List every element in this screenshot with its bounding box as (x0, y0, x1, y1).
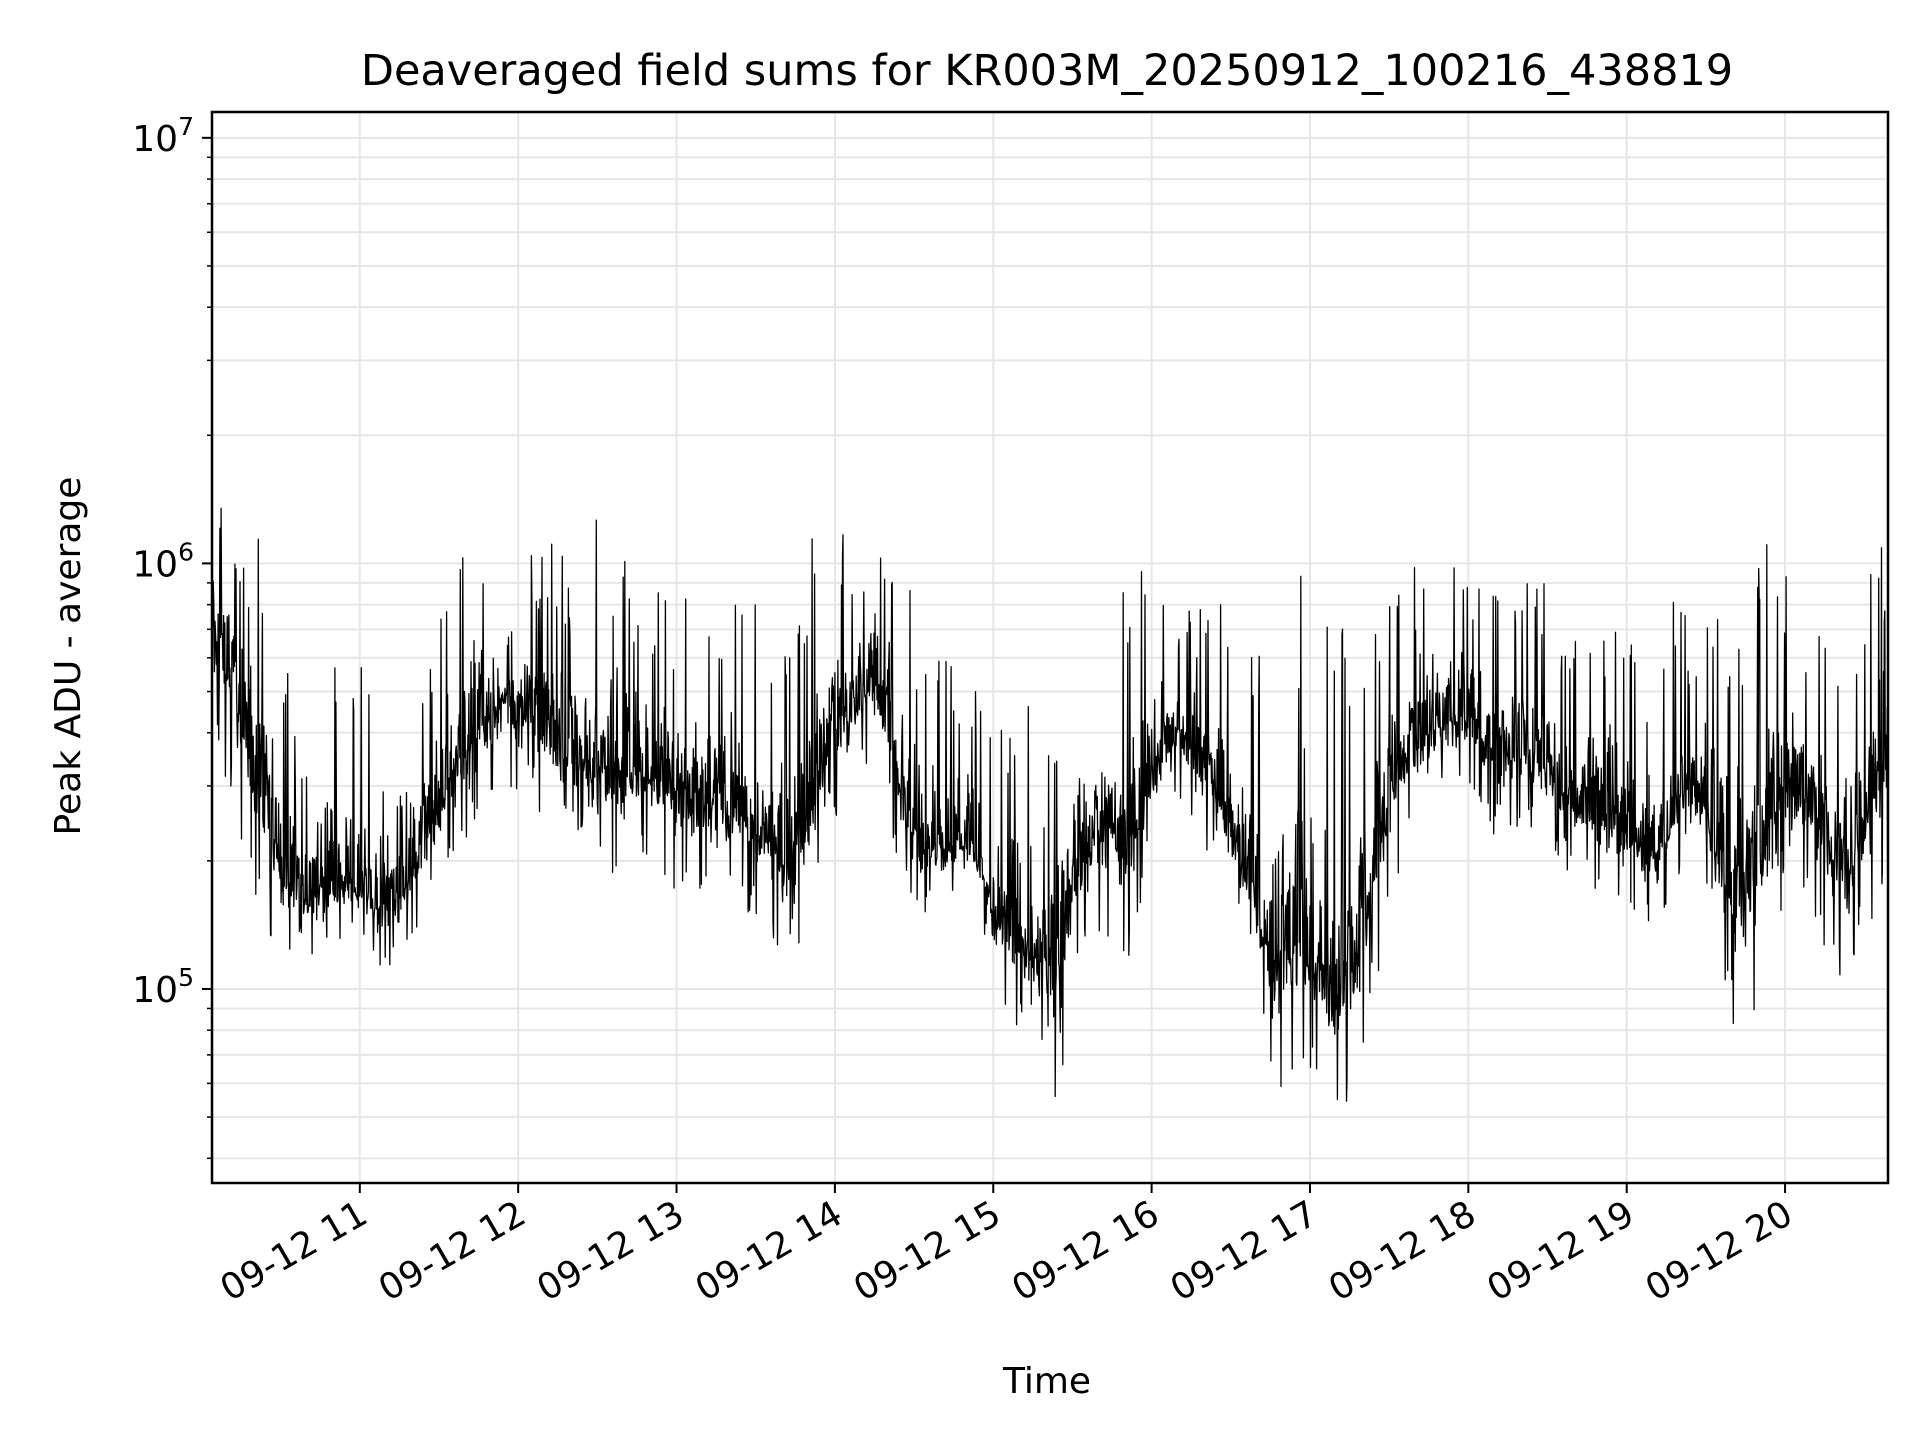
y-tick-label: 105 (132, 963, 194, 1011)
y-tick-label: 107 (132, 112, 194, 160)
y-tick-label: 106 (132, 537, 194, 585)
x-axis-label: Time (1002, 1361, 1091, 1402)
chart-title: Deaveraged field sums for KR003M_2025091… (361, 46, 1733, 96)
plot-frame (210, 110, 1890, 1185)
y-axis-label: Peak ADU - average (48, 477, 89, 836)
data-layer (211, 507, 1889, 1102)
series-line (211, 507, 1889, 1102)
